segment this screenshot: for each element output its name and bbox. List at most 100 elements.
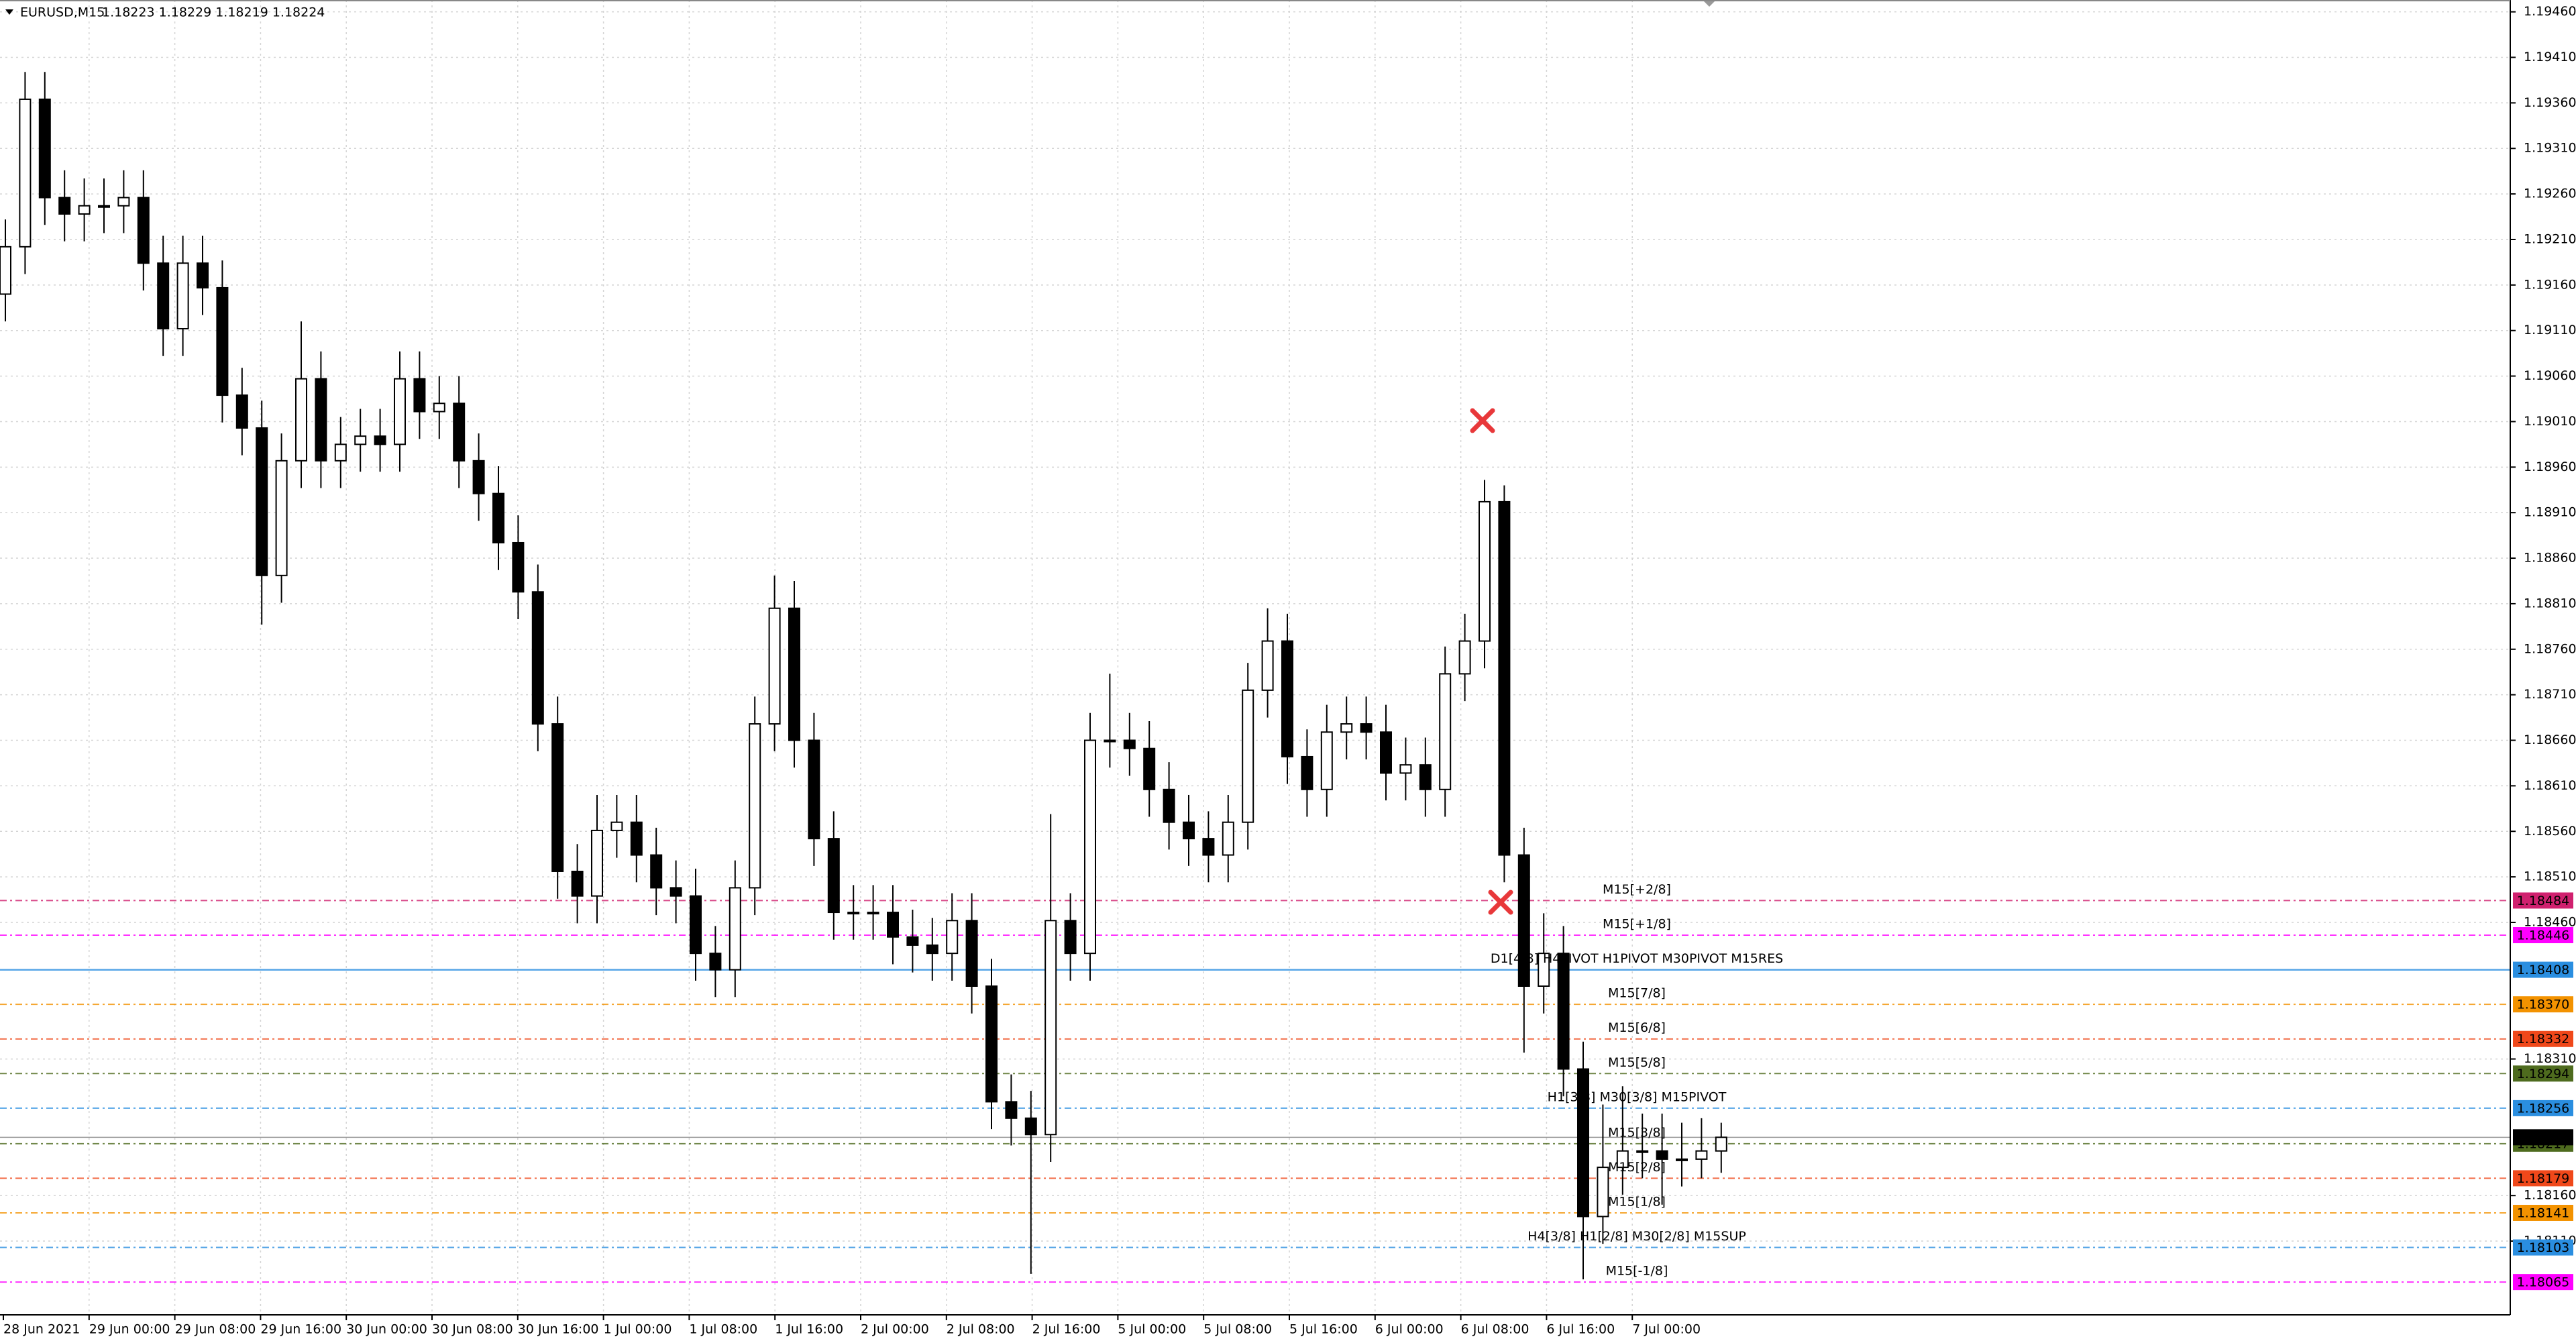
price-tag-label: 1.18103 bbox=[2517, 1240, 2570, 1255]
x-tick-label: 5 Jul 00:00 bbox=[1118, 1322, 1186, 1337]
candle-body bbox=[1104, 739, 1116, 743]
candle-body bbox=[1517, 854, 1530, 987]
candle-body bbox=[1163, 788, 1175, 823]
candle-body bbox=[1636, 1150, 1649, 1153]
candle-body bbox=[1557, 953, 1570, 1070]
candle-body bbox=[275, 460, 288, 576]
candle-body bbox=[295, 378, 307, 462]
candle-body bbox=[1479, 500, 1491, 642]
x-tick-label: 29 Jun 16:00 bbox=[260, 1322, 341, 1337]
candle-body bbox=[256, 427, 268, 576]
price-tag bbox=[2513, 1239, 2573, 1256]
y-tick-label: 1.19110 bbox=[2524, 323, 2576, 337]
candle-body bbox=[1380, 731, 1392, 774]
candle-body bbox=[690, 895, 702, 955]
y-tick-label: 1.18860 bbox=[2524, 551, 2576, 566]
candle-body bbox=[729, 887, 741, 971]
y-tick-label: 1.19210 bbox=[2524, 231, 2576, 246]
candle-body bbox=[197, 262, 209, 288]
candle-body bbox=[1439, 673, 1452, 790]
candle-body bbox=[1597, 1167, 1609, 1218]
level-label: M15[2/8] bbox=[1608, 1160, 1666, 1175]
x-tick-label: 29 Jun 08:00 bbox=[175, 1322, 256, 1337]
candle-body bbox=[630, 821, 643, 856]
grid-layer bbox=[0, 0, 2510, 1315]
candle-body bbox=[1538, 953, 1550, 987]
signal-marker bbox=[1488, 890, 1513, 915]
x-tick-label: 1 Jul 16:00 bbox=[775, 1322, 843, 1337]
candle-body bbox=[1222, 821, 1234, 856]
y-tick-label: 1.18460 bbox=[2524, 914, 2576, 929]
price-tag-label: 1.18332 bbox=[2517, 1032, 2570, 1047]
level-label: M15[-1/8] bbox=[1606, 1264, 1668, 1279]
x-tick-label: 5 Jul 16:00 bbox=[1289, 1322, 1358, 1337]
candle-body bbox=[157, 262, 170, 329]
y-tick-label: 1.19010 bbox=[2524, 414, 2576, 429]
signal-marker bbox=[1470, 408, 1495, 433]
candle-body bbox=[926, 944, 938, 955]
candle-body bbox=[946, 920, 959, 955]
x-tick-label: 6 Jul 08:00 bbox=[1461, 1322, 1529, 1337]
candle-body bbox=[1064, 920, 1077, 955]
axis-layer: 1.19460 1.19410 1.19360 1.19310 1.19260 1.192… bbox=[3, 4, 2576, 1337]
candle-body bbox=[1458, 640, 1471, 675]
candle-body bbox=[19, 98, 32, 248]
candle-body bbox=[58, 197, 71, 215]
level-label: D1[4/8] H4PIVOT H1PIVOT M30PIVOT M15RES bbox=[1491, 951, 1783, 966]
candle-body bbox=[492, 492, 504, 543]
levels-layer bbox=[0, 900, 2510, 1283]
candle-body bbox=[1419, 764, 1432, 790]
candle-body bbox=[1123, 739, 1136, 749]
candle-body bbox=[1143, 747, 1156, 790]
price-tag-label: 1.18294 bbox=[2517, 1067, 2570, 1081]
shift-marker bbox=[1704, 1, 1715, 7]
price-tag bbox=[2513, 1274, 2573, 1291]
candle-body bbox=[78, 205, 91, 215]
candle-body bbox=[1261, 640, 1274, 691]
price-tag bbox=[2513, 1100, 2573, 1116]
y-tick-label: 1.18160 bbox=[2524, 1188, 2576, 1203]
price-tag-label: 1.18065 bbox=[2517, 1275, 2570, 1290]
level-label: M15[+2/8] bbox=[1603, 882, 1671, 897]
candle-body bbox=[315, 378, 327, 462]
symbol-title: EURUSD,M15 bbox=[20, 5, 105, 20]
x-tick-label: 2 Jul 08:00 bbox=[947, 1322, 1015, 1337]
candle-body bbox=[1498, 500, 1511, 856]
price-tag bbox=[2513, 961, 2573, 978]
y-tick-label: 1.18760 bbox=[2524, 641, 2576, 656]
quote: 1.18223 1.18229 1.18219 1.18224 bbox=[102, 5, 325, 20]
candle-body bbox=[1616, 1150, 1629, 1169]
price-tag bbox=[2513, 1030, 2573, 1047]
candle-body bbox=[1084, 739, 1096, 955]
price-tag bbox=[2513, 926, 2573, 943]
x-tick-label: 30 Jun 08:00 bbox=[432, 1322, 513, 1337]
y-tick-label: 1.18960 bbox=[2524, 460, 2576, 474]
candle-body bbox=[453, 403, 466, 462]
candle-body bbox=[749, 723, 761, 889]
header: EURUSD,M15 1.18223 1.18229 1.18219 1.182… bbox=[5, 5, 325, 20]
candle-body bbox=[1044, 920, 1057, 1136]
y-tick-label: 1.18560 bbox=[2524, 824, 2576, 839]
price-tag bbox=[2513, 996, 2573, 1013]
x-tick-label: 30 Jun 16:00 bbox=[518, 1322, 599, 1337]
candle-body bbox=[1024, 1117, 1037, 1136]
candle-body bbox=[137, 197, 150, 264]
candle-body bbox=[531, 591, 544, 725]
candle-body bbox=[1656, 1150, 1668, 1160]
candle-body bbox=[433, 403, 445, 413]
candle-body bbox=[887, 912, 899, 938]
candle-body bbox=[650, 854, 663, 889]
candle-body bbox=[669, 887, 682, 897]
y-tick-label: 1.19160 bbox=[2524, 277, 2576, 292]
candle-body bbox=[867, 912, 879, 915]
candle-body bbox=[551, 723, 564, 872]
x-tick-label: 6 Jul 16:00 bbox=[1546, 1322, 1615, 1337]
y-tick-label: 1.18810 bbox=[2524, 596, 2576, 610]
y-tick-label: 1.18710 bbox=[2524, 687, 2576, 702]
candle-body bbox=[1577, 1068, 1589, 1218]
level-label: M15[6/8] bbox=[1608, 1020, 1666, 1035]
menu-arrow[interactable] bbox=[5, 9, 13, 15]
price-tag-label: 1.18370 bbox=[2517, 998, 2570, 1012]
y-tick-label: 1.18310 bbox=[2524, 1051, 2576, 1066]
